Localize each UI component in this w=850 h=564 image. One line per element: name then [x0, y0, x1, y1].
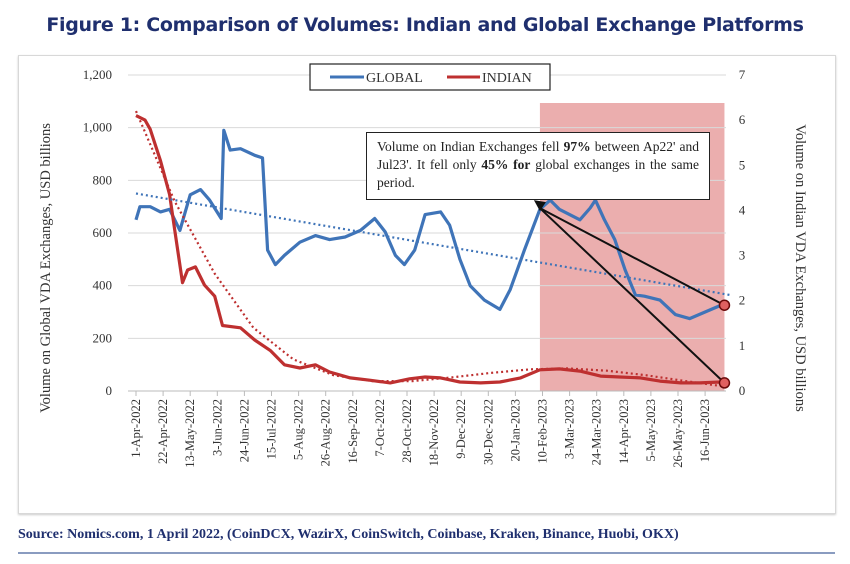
y2-tick-label: 1	[739, 338, 746, 353]
x-tick-label: 10-Feb-2023	[536, 399, 550, 464]
y-tick-label: 1,000	[83, 120, 112, 135]
annotation-bold: 97%	[563, 139, 591, 154]
x-tick-label: 16-Sep-2022	[346, 399, 360, 464]
annotation-arrow	[539, 207, 725, 307]
x-tick-label: 28-Oct-2022	[400, 399, 414, 463]
annotation-text: global exchanges in the same period.	[377, 157, 699, 190]
y2-tick-label: 2	[739, 293, 746, 308]
y2-tick-label: 0	[739, 383, 746, 398]
x-tick-label: 22-Apr-2022	[156, 399, 170, 464]
y2-tick-label: 7	[739, 67, 746, 82]
y2-tick-label: 6	[739, 112, 746, 127]
y2-tick-label: 3	[739, 248, 746, 263]
series-line-indian	[135, 114, 721, 385]
x-tick-label: 3-Jun-2022	[210, 399, 224, 456]
chart: 0 200 400 600 800 1,000 1,200 0 1 2 3 4 5 6 7 1-Apr-202…	[38, 63, 808, 468]
end-marker	[718, 299, 731, 311]
figure-title: Figure 1: Comparison of Volumes: Indian …	[46, 14, 804, 36]
trendline	[135, 192, 730, 296]
x-tick-label: 26-Aug-2022	[319, 399, 333, 466]
x-tick-label: 7-Oct-2022	[373, 399, 387, 457]
x-tick-label: 26-May-2023	[671, 399, 685, 468]
legend-label-indian: INDIAN	[482, 71, 532, 86]
annotation-box: Volume on Indian Exchanges fell 97% betw…	[366, 132, 710, 200]
x-tick-label: 18-Nov-2022	[427, 399, 441, 466]
y-tick-label: 0	[106, 383, 113, 398]
x-tick-label: 3-Mar-2023	[563, 399, 577, 459]
x-tick-label: 30-Dec-2022	[481, 399, 495, 465]
y-tick-label: 400	[93, 278, 113, 293]
end-marker	[718, 377, 731, 389]
chart-frame	[18, 55, 836, 514]
series-line-global	[134, 128, 722, 321]
source-note: Source: Nomics.com, 1 April 2022, (CoinD…	[18, 527, 679, 542]
x-tick-label: 24-Jun-2022	[237, 399, 251, 462]
annotation-bold: 45% for	[481, 157, 531, 172]
x-tick-label: 13-May-2022	[183, 399, 197, 468]
y-axis-title: Volume on Global VDA Exchanges, USD bill…	[38, 123, 54, 413]
x-tick-label: 15-Jul-2022	[265, 399, 279, 459]
annotation-text: between Ap22' and Jul23'. It fell only	[377, 139, 699, 172]
x-tick-label: 14-Apr-2023	[617, 399, 631, 464]
y-tick-label: 800	[93, 172, 113, 187]
divider	[18, 552, 835, 554]
y-tick-label: 1,200	[83, 67, 112, 82]
y-tick-label: 200	[93, 330, 113, 345]
x-tick-label: 20-Jan-2023	[508, 399, 522, 462]
annotation-text: Volume on Indian Exchanges fell	[377, 139, 564, 154]
x-tick-label: 5-Aug-2022	[292, 399, 306, 460]
arrow-head	[533, 200, 546, 212]
x-tick-label: 24-Mar-2023	[590, 399, 604, 465]
y-tick-label: 600	[93, 225, 113, 240]
x-tick-label: 1-Apr-2022	[129, 399, 143, 458]
x-tick-label: 16-Jun-2023	[698, 399, 712, 462]
trendline	[134, 110, 725, 388]
y2-tick-label: 4	[739, 202, 746, 217]
y2-axis-title: Volume on Indian VDA Exchanges, USD bill…	[792, 124, 808, 412]
x-tick-label: 5-May-2023	[644, 399, 658, 462]
legend-label-global: GLOBAL	[366, 71, 423, 86]
y2-tick-label: 5	[739, 157, 746, 172]
annotation-arrow	[539, 207, 726, 384]
x-tick-label: 9-Dec-2022	[454, 399, 468, 459]
